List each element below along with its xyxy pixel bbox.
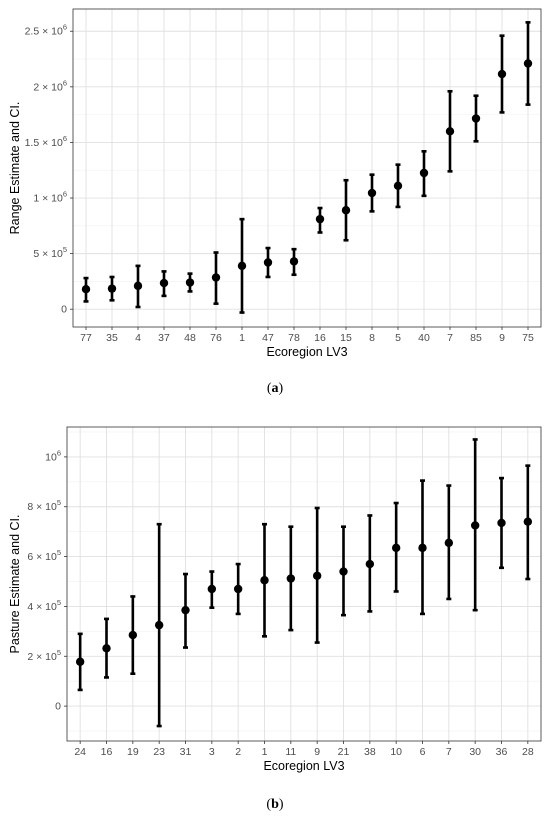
panel-a-x-tick-label: 35	[106, 332, 118, 344]
panel-a-point	[133, 281, 143, 291]
panel-b-point	[444, 538, 454, 548]
panel-b-x-tick-label: 31	[180, 746, 192, 758]
panel-b-x-tick-label: 10	[390, 746, 402, 758]
panel-b-point	[339, 567, 348, 576]
panel-b-point	[207, 584, 217, 594]
panel-b-x-tick-label: 6	[420, 746, 426, 758]
caption-a: (a)	[267, 381, 284, 396]
panel-b-x-tick-label: 30	[469, 746, 481, 758]
panel-b-point	[312, 571, 322, 580]
panel-a-point	[445, 127, 455, 136]
caption-b: (b)	[266, 797, 283, 812]
panel-b-point	[128, 630, 138, 640]
panel-b-y-axis-title: Pasture Estimate and CI.	[8, 515, 22, 654]
panel-b-point	[470, 521, 480, 530]
panel-a-y-tick-label: 1.5 × 106	[25, 134, 67, 149]
panel-b-point	[365, 559, 375, 569]
panel-b-x-tick-label: 38	[364, 746, 376, 758]
panel-b-x-tick-label: 11	[285, 746, 296, 758]
panel-a-y-tick-label: 2.5 × 106	[25, 23, 67, 38]
panel-b-y-tick-label: 106	[45, 448, 61, 463]
panel-b-x-tick-label: 28	[522, 746, 534, 758]
panel-b-x-tick-label: 7	[446, 746, 452, 758]
panel-b-point	[391, 543, 401, 553]
panel-a-point	[367, 188, 377, 198]
panel-a-point	[185, 278, 195, 287]
panel-b-x-tick-label: 2	[235, 746, 241, 758]
panel-a-point	[159, 278, 169, 288]
panel-b-point	[497, 518, 506, 528]
panel-b-point	[418, 543, 427, 553]
panel-b-x-tick-label: 16	[101, 746, 113, 758]
panel-b-x-tick-label: 21	[338, 746, 350, 758]
panel-b-x-tick-label: 9	[314, 746, 320, 758]
panel-a-x-tick-label: 7	[447, 332, 453, 344]
panel-b-point	[523, 517, 533, 526]
panel-a-point	[263, 258, 273, 267]
panel-b-point	[233, 584, 243, 594]
panel-b-point	[154, 620, 164, 630]
panel-a-x-tick-label: 1	[239, 332, 245, 344]
panel-b-point	[181, 605, 190, 615]
panel-b-x-tick-label: 3	[209, 746, 215, 758]
panel-a-point	[315, 214, 325, 224]
panel-b-point	[102, 644, 111, 653]
panel-a-point	[211, 273, 221, 282]
panel-a-x-tick-label: 75	[522, 332, 534, 344]
panel-a-point	[341, 206, 351, 215]
panel-a-point	[523, 59, 533, 68]
panel-a-y-tick-label: 2 × 106	[33, 78, 67, 93]
panel-a-x-tick-label: 16	[314, 332, 326, 344]
panel-a-point	[497, 69, 507, 79]
panel-b-x-tick-label: 1	[262, 746, 268, 758]
panel-b-y-tick-label: 6 × 105	[27, 548, 61, 563]
panel-a-point	[289, 257, 299, 266]
panel-b-point	[260, 576, 269, 585]
caption-a-letter: a	[272, 381, 279, 396]
panel-a-y-tick-label: 0	[61, 304, 67, 316]
panel-b-plot-frame	[66, 426, 542, 742]
panel-a-x-tick-label: 78	[288, 332, 300, 344]
panel-a-x-tick-label: 8	[369, 332, 375, 344]
panel-b-point	[75, 657, 85, 666]
panel-a-point	[237, 261, 247, 271]
panel-a-point	[393, 181, 403, 190]
panel-a-x-tick-label: 5	[395, 332, 401, 344]
panel-a-x-tick-label: 47	[262, 332, 274, 344]
panel-a-y-tick-label: 1 × 106	[33, 190, 67, 205]
panel-a-y-axis-title: Range Estimate and CI.	[8, 102, 22, 235]
panel-a-x-axis-title: Ecoregion LV3	[266, 345, 347, 359]
panel-b-x-tick-label: 23	[153, 746, 165, 758]
panel-a-x-tick-label: 85	[470, 332, 482, 344]
panel-a-x-tick-label: 48	[184, 332, 196, 344]
panel-a-plot-frame	[72, 8, 542, 328]
panel-a-y-tick-label: 5 × 105	[33, 245, 67, 260]
panel-b-point	[286, 574, 296, 583]
panel-b-y-tick-label: 8 × 105	[27, 498, 61, 513]
panel-b-x-tick-label: 19	[127, 746, 139, 758]
panel-b-x-axis-title: Ecoregion LV3	[263, 759, 344, 773]
panel-a-x-tick-label: 40	[418, 332, 430, 344]
panel-a-point	[81, 284, 91, 294]
panel-a-point	[419, 168, 429, 178]
panel-b-y-tick-label: 0	[55, 701, 61, 713]
panel-a-point	[471, 114, 481, 123]
panel-b-x-tick-label: 24	[74, 746, 86, 758]
panel-a-x-tick-label: 15	[340, 332, 352, 344]
caption-b-letter: b	[271, 797, 279, 812]
panel-a-x-tick-label: 4	[135, 332, 141, 344]
panel-a-x-tick-label: 76	[210, 332, 222, 344]
chart-panel-a: 0 5 × 105 1 × 106 1.5 × 106 2 × 106 2.5 × 106…	[8, 8, 542, 359]
panel-a-point	[107, 284, 117, 293]
panel-b-y-tick-label: 4 × 105	[27, 598, 61, 613]
panel-b-x-tick-label: 36	[496, 746, 508, 758]
panel-a-x-tick-label: 77	[80, 332, 92, 344]
panel-b-y-tick-label: 2 × 105	[27, 648, 61, 663]
panel-a-x-tick-label: 9	[499, 332, 505, 344]
panel-a-x-tick-label: 37	[158, 332, 170, 344]
